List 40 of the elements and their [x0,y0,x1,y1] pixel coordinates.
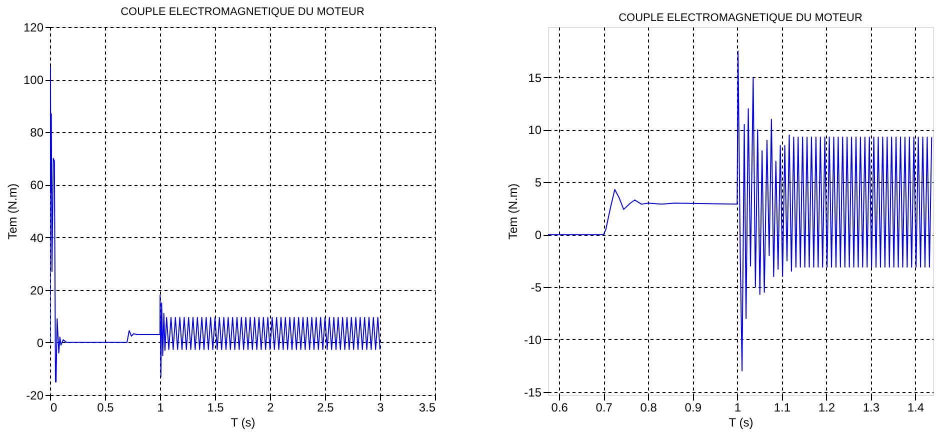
x-tick-label: 0.9 [684,400,702,414]
line-series [50,66,380,382]
y-tick-label: 0 [534,228,542,242]
x-tick-label: 0 [50,400,58,414]
y-tick-label: 80 [30,126,44,140]
x-tick-label: 3.5 [418,400,436,414]
chart-title: COUPLE ELECTROMAGNETIQUE DU MOTEUR [618,12,862,24]
x-tick-label: 1.3 [862,400,880,414]
y-tick-label: -15 [524,385,542,400]
x-tick-label: 0.7 [596,400,613,414]
y-tick-label: 100 [23,73,44,88]
x-tick-label: 2 [267,400,274,414]
x-tick-label: 1.4 [907,400,924,414]
x-tick-label: 3 [377,400,384,414]
x-tick-label: 0.6 [551,400,568,414]
x-axis-title: T (s) [230,416,256,430]
x-tick-label: 1.2 [818,400,836,414]
y-tick-label: 60 [30,178,44,192]
y-tick-label: -10 [524,332,542,347]
line-series [548,50,932,372]
x-tick-label: 0.8 [640,400,658,414]
x-tick-label: 1.1 [774,400,791,414]
y-tick-label: 5 [534,176,542,190]
x-tick-label: 1 [734,400,742,414]
y-tick-label: -20 [26,388,44,402]
x-tick-label: 1 [157,400,164,414]
x-tick-label: 0.5 [97,400,114,414]
x-tick-label: 2.5 [317,400,334,414]
y-tick-label: 20 [30,283,44,298]
y-tick-label: -5 [530,280,542,295]
y-tick-label: 120 [23,20,44,34]
y-tick-label: 40 [30,230,44,245]
y-axis-title: Tem (N.m) [5,184,20,240]
y-tick-label: 10 [528,123,542,138]
y-axis-title: Tem (N.m) [506,184,520,240]
chart-title: COUPLE ELECTROMAGNETIQUE DU MOTEUR [120,6,364,18]
x-tick-label: 1.5 [207,400,224,414]
x-axis-title: T (s) [728,416,754,430]
y-tick-label: 15 [528,70,542,85]
y-tick-label: 0 [36,336,44,350]
